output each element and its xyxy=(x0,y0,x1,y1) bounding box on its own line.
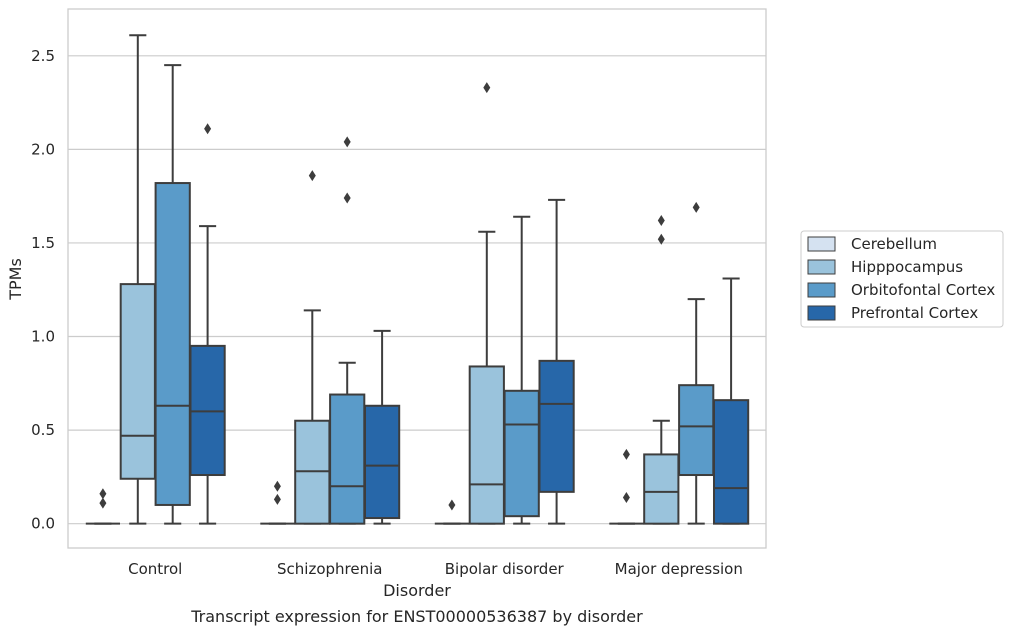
series-cerebellum xyxy=(85,448,644,525)
box xyxy=(294,170,331,525)
box xyxy=(363,329,401,525)
outlier-point xyxy=(343,136,351,148)
box xyxy=(119,34,156,525)
legend-label: Prefrontal Cortex xyxy=(851,304,978,322)
outlier-point xyxy=(99,488,107,500)
outlier-point xyxy=(273,493,281,505)
legend-label: Orbitofontal Cortex xyxy=(851,281,995,299)
y-tick-label: 0.0 xyxy=(31,515,55,533)
series-hipppocampus xyxy=(119,34,680,525)
box-groups xyxy=(85,34,750,525)
box xyxy=(712,277,750,525)
legend: Cerebellum Hipppocampus Orbitofontal Corte… xyxy=(800,230,1004,328)
legend-label: Hipppocampus xyxy=(851,258,963,276)
legend-frame xyxy=(800,230,1004,328)
y-tick-label: 2.0 xyxy=(31,140,55,158)
series-prefrontal-cortex xyxy=(189,123,750,525)
box xyxy=(260,480,295,525)
box-body xyxy=(503,389,540,518)
box-body xyxy=(154,182,191,506)
outlier-point xyxy=(343,192,351,204)
box xyxy=(503,215,540,525)
box xyxy=(643,214,680,525)
chart-caption: Transcript expression for ENST0000053638… xyxy=(190,607,643,626)
x-tick-label: Schizophrenia xyxy=(277,560,382,578)
outlier-point xyxy=(622,448,630,460)
box xyxy=(189,123,226,525)
plot-frame xyxy=(67,8,767,549)
box xyxy=(609,448,644,525)
y-tick-label: 2.5 xyxy=(31,47,55,65)
box-body xyxy=(712,399,750,525)
legend-item: Cerebellum xyxy=(807,235,937,253)
box-body xyxy=(538,359,575,493)
legend-swatch xyxy=(807,236,836,252)
box-body xyxy=(119,283,156,480)
box xyxy=(538,198,575,525)
outlier-point xyxy=(622,491,630,503)
box xyxy=(468,82,505,525)
legend-item: Orbitofontal Cortex xyxy=(807,281,995,299)
legend-item: Prefrontal Cortex xyxy=(807,304,978,322)
x-axis-ticks: Control Schizophrenia Bipolar disorder Majo… xyxy=(128,560,743,578)
legend-swatch xyxy=(807,282,836,298)
box-body xyxy=(643,453,680,525)
outlier-point xyxy=(99,497,107,509)
legend-swatch xyxy=(807,305,836,321)
box-body xyxy=(363,404,401,520)
legend-swatch xyxy=(807,259,836,275)
outlier-point xyxy=(448,499,456,511)
legend-item: Hipppocampus xyxy=(807,258,963,276)
y-axis-label: TPMs xyxy=(6,258,25,301)
box-body xyxy=(678,384,715,477)
box-body xyxy=(468,365,505,525)
series-orbitofontal-cortex xyxy=(154,64,715,525)
x-axis-label: Disorder xyxy=(383,581,451,600)
y-axis-ticks: 0.0 0.5 1.0 1.5 2.0 2.5 xyxy=(31,47,55,533)
box xyxy=(85,488,121,525)
box xyxy=(434,499,470,525)
x-tick-label: Bipolar disorder xyxy=(445,560,565,578)
outlier-point xyxy=(657,214,665,226)
outlier-point xyxy=(692,201,700,213)
box xyxy=(154,64,191,525)
outlier-point xyxy=(204,123,212,135)
x-tick-label: Major depression xyxy=(615,560,743,578)
box-body xyxy=(329,393,366,525)
outlier-point xyxy=(657,233,665,245)
y-tick-label: 1.5 xyxy=(31,234,55,252)
box xyxy=(678,201,715,525)
x-tick-label: Control xyxy=(128,560,182,578)
y-tick-label: 0.5 xyxy=(31,421,55,439)
legend-label: Cerebellum xyxy=(851,235,937,253)
outlier-point xyxy=(273,480,281,492)
y-tick-label: 1.0 xyxy=(31,328,55,346)
outlier-point xyxy=(483,82,491,94)
outlier-point xyxy=(308,170,316,182)
box xyxy=(329,136,366,525)
